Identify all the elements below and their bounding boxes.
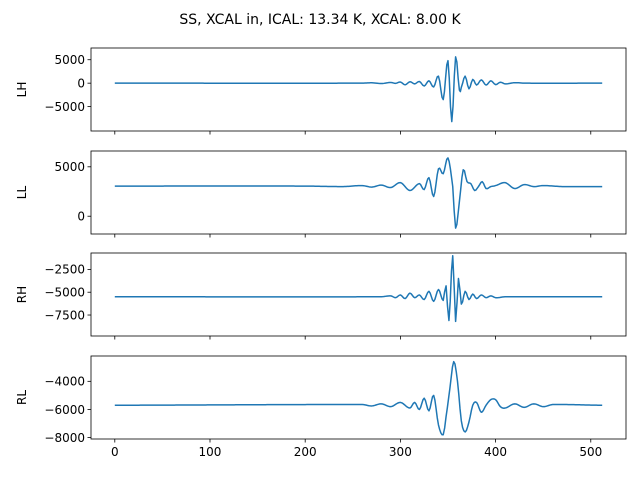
panel-rh: −2500 −5000 −7500 RH: [15, 252, 627, 340]
y-tick-label: −2500: [44, 263, 85, 277]
x-tick-label: 500: [579, 445, 602, 459]
panel-ll: 5000 0 LL: [15, 150, 627, 238]
y-tick-label: −4000: [44, 375, 85, 389]
panels: 50000−5000LH50000LL−2500−5000−7500RH−400…: [15, 47, 627, 459]
x-tick-label: 0: [111, 445, 119, 459]
y-axis-label: RH: [15, 286, 29, 303]
series-line-rh: [114, 254, 603, 323]
y-axis-label: LH: [15, 82, 29, 98]
y-axis-label: LL: [15, 186, 29, 200]
y-tick-label: −8000: [44, 431, 85, 445]
x-tick-label: 100: [199, 445, 222, 459]
x-tick-label: 300: [389, 445, 412, 459]
x-tick-label: 200: [294, 445, 317, 459]
series-line-ll: [114, 157, 603, 229]
y-tick-label: 5000: [54, 53, 85, 67]
axes-frame-ll: [90, 150, 627, 235]
panel-lh: 5000 0 −5000 LH: [15, 47, 627, 135]
y-tick-label: −5000: [44, 100, 85, 114]
y-tick-label: 0: [77, 210, 85, 224]
x-tick-label: 400: [484, 445, 507, 459]
chart-title: SS, XCAL in, ICAL: 13.34 K, XCAL: 8.00 K: [179, 12, 461, 28]
series-line-lh: [114, 56, 603, 123]
series-line-rl: [114, 360, 603, 436]
y-tick-label: −7500: [44, 308, 85, 322]
axes-frame-lh: [90, 47, 627, 132]
y-tick-label: −5000: [44, 286, 85, 300]
axes-frame-rl: [90, 355, 627, 440]
y-tick-label: 0: [77, 76, 85, 90]
y-axis-label: RL: [15, 390, 29, 405]
panel-rl: −4000 −6000 −8000 0 100 200 300 400 500 RL: [15, 355, 627, 459]
y-tick-label: 5000: [54, 160, 85, 174]
y-tick-label: −6000: [44, 403, 85, 417]
axes-frame-rh: [90, 252, 627, 337]
